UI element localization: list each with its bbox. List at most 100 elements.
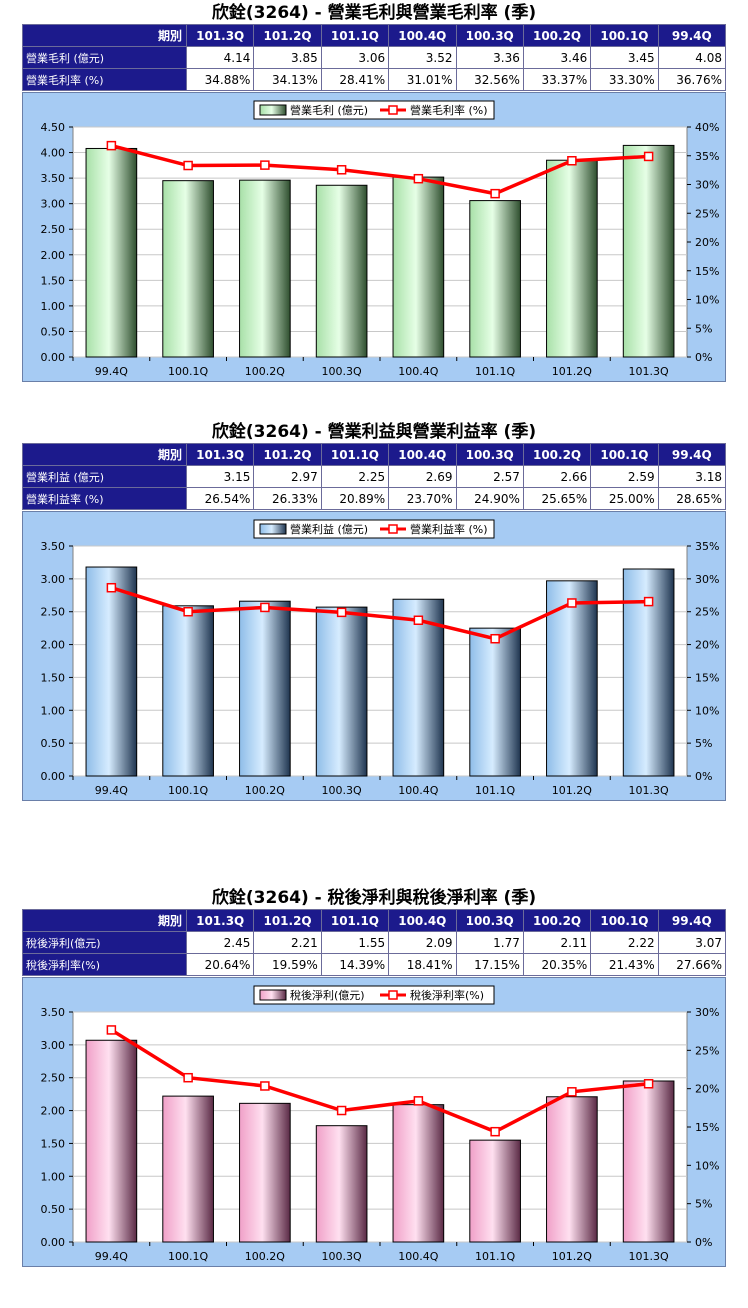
right-tick-label: 35% xyxy=(695,540,719,553)
chart-title: 欣銓(3264) - 營業利益與營業利益率 (季) xyxy=(211,422,537,442)
left-tick-label: 3.00 xyxy=(41,1039,66,1052)
row-label: 營業毛利 (億元) xyxy=(22,46,187,69)
legend-bar-swatch xyxy=(259,104,287,116)
line-point xyxy=(260,602,270,613)
line-point xyxy=(106,1025,117,1035)
table-cell: 17.15% xyxy=(455,953,524,976)
combo-chart-svg: 0.00 0.50 1.00 1.50 2.00 2.50 3.00 3.50 4.00 4.50… xyxy=(41,100,719,378)
table-cell: 34.13% xyxy=(253,68,322,91)
line-point xyxy=(490,1126,500,1137)
right-tick-label: 0% xyxy=(695,770,712,783)
table-cell: 23.70% xyxy=(388,487,457,510)
left-tick-label: 4.50 xyxy=(41,121,66,134)
legend-bar-swatch xyxy=(259,523,287,535)
right-tick-label: 10% xyxy=(695,1159,719,1172)
table-cell: 31.01% xyxy=(388,68,457,91)
legend-box xyxy=(253,100,495,120)
line-point xyxy=(567,1087,577,1097)
table-cell: 33.30% xyxy=(590,68,659,91)
line-point xyxy=(567,156,577,166)
bar xyxy=(85,147,138,358)
table-cell: 1.55 xyxy=(320,931,390,954)
period-header: 101.1Q xyxy=(320,24,390,47)
x-tick-label: 101.1Q xyxy=(475,365,515,378)
rate-line xyxy=(110,143,649,196)
table-cell: 18.41% xyxy=(388,953,457,976)
x-tick-label: 100.1Q xyxy=(168,365,208,378)
bar xyxy=(239,1102,291,1243)
x-tick-label: 100.2Q xyxy=(245,784,285,797)
bar xyxy=(392,1104,445,1243)
period-header: 99.4Q xyxy=(657,24,727,47)
table-cell: 4.08 xyxy=(657,46,727,69)
left-tick-label: 1.00 xyxy=(41,704,66,717)
line-point xyxy=(643,1079,654,1089)
right-tick-label: 20% xyxy=(695,236,719,249)
table-cell: 28.65% xyxy=(657,487,727,510)
line-point xyxy=(336,607,347,618)
table-row: 營業利益率 (%) 26.54% 26.33% 20.89% 23.70% 24… xyxy=(22,487,727,510)
line-point xyxy=(490,633,500,644)
table-cell: 3.07 xyxy=(657,931,727,954)
table-cell: 2.22 xyxy=(590,931,659,954)
x-tick-label: 101.2Q xyxy=(552,784,592,797)
bar xyxy=(162,180,214,358)
bar xyxy=(469,627,521,777)
legend-label: 營業利益 (億元) xyxy=(290,522,368,536)
left-tick-label: 1.50 xyxy=(41,274,66,287)
table-cell: 3.85 xyxy=(253,46,322,69)
period-header: 100.3Q xyxy=(455,24,524,47)
x-tick-label: 101.1Q xyxy=(475,1250,515,1263)
table-cell: 26.54% xyxy=(185,487,255,510)
rate-line xyxy=(110,1028,649,1134)
line-point xyxy=(336,165,347,175)
table-cell: 3.46 xyxy=(522,46,592,69)
left-tick-label: 1.50 xyxy=(41,1137,66,1150)
left-tick-label: 3.50 xyxy=(41,540,66,553)
table-cell: 20.64% xyxy=(185,953,255,976)
x-tick-label: 99.4Q xyxy=(95,365,128,378)
period-header: 100.2Q xyxy=(522,909,592,932)
right-tick-label: 30% xyxy=(695,179,719,192)
x-tick-label: 101.3Q xyxy=(629,784,669,797)
bar xyxy=(469,1139,521,1243)
left-tick-label: 0.50 xyxy=(41,1203,66,1216)
bar xyxy=(162,1095,214,1243)
line-point xyxy=(183,160,193,171)
table-row: 營業毛利 (億元) 4.14 3.85 3.06 3.52 3.36 3.46 … xyxy=(22,46,727,69)
left-tick-label: 3.00 xyxy=(41,198,66,211)
left-tick-label: 2.00 xyxy=(41,249,66,262)
period-header: 101.3Q xyxy=(185,909,255,932)
legend-line-marker xyxy=(388,524,398,534)
x-tick-label: 100.4Q xyxy=(398,784,438,797)
table-cell: 2.45 xyxy=(185,931,255,954)
right-tick-label: 10% xyxy=(695,704,719,717)
table-cell: 27.66% xyxy=(657,953,727,976)
period-header: 100.2Q xyxy=(522,443,592,466)
x-tick-label: 100.1Q xyxy=(168,784,208,797)
x-tick-label: 99.4Q xyxy=(95,784,128,797)
chart-title: 欣銓(3264) - 稅後淨利與稅後淨利率 (季) xyxy=(211,888,537,908)
right-tick-label: 15% xyxy=(695,265,719,278)
bar xyxy=(315,606,368,777)
row-label: 營業利益率 (%) xyxy=(22,487,187,510)
x-tick-label: 100.3Q xyxy=(322,365,362,378)
table-cell: 2.57 xyxy=(455,465,524,488)
left-tick-label: 1.00 xyxy=(41,300,66,313)
table-cell: 3.06 xyxy=(320,46,390,69)
left-tick-label: 1.50 xyxy=(41,671,66,684)
x-tick-label: 100.2Q xyxy=(245,1250,285,1263)
left-tick-label: 3.00 xyxy=(41,573,66,586)
table-cell: 3.45 xyxy=(590,46,659,69)
right-tick-label: 35% xyxy=(695,150,719,163)
table-cell: 28.41% xyxy=(320,68,390,91)
bar xyxy=(239,179,291,358)
x-tick-label: 101.2Q xyxy=(552,1250,592,1263)
table-cell: 14.39% xyxy=(320,953,390,976)
x-tick-label: 100.2Q xyxy=(245,365,285,378)
legend-line-marker xyxy=(388,105,398,115)
line-point xyxy=(183,1072,193,1083)
left-tick-label: 2.50 xyxy=(41,1072,66,1085)
right-tick-label: 0% xyxy=(695,351,712,364)
left-tick-label: 3.50 xyxy=(41,172,66,185)
